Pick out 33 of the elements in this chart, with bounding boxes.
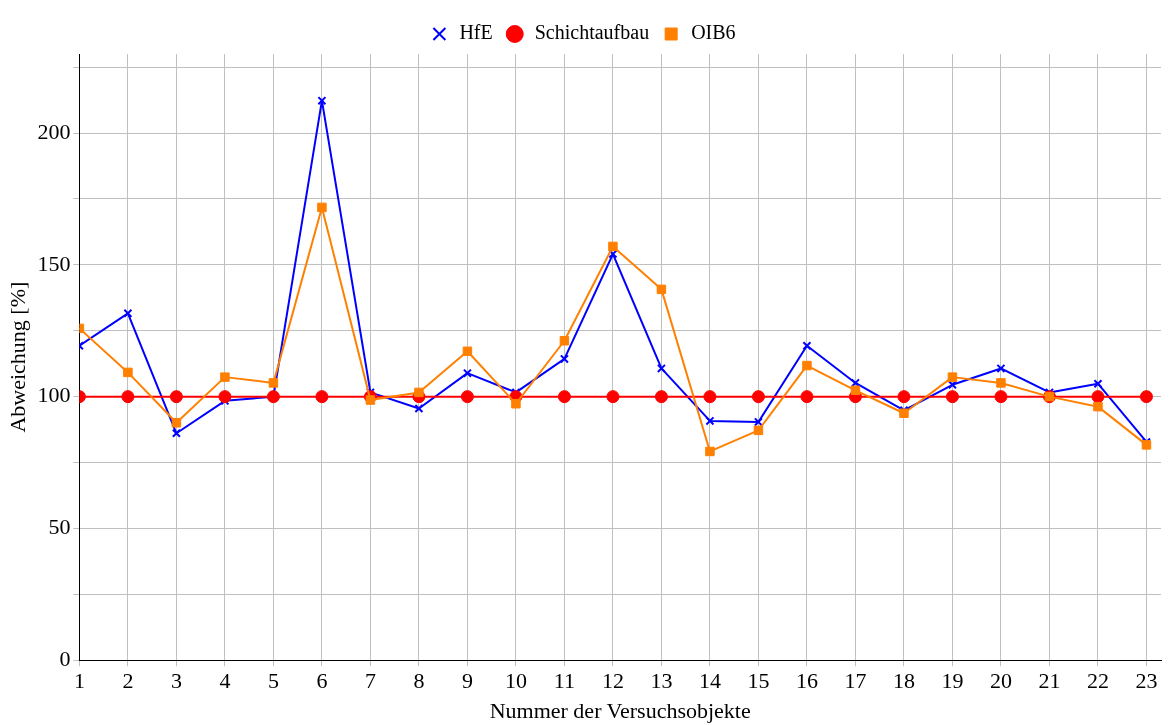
legend-label: Schichtaufbau [534,21,650,44]
x-tick-label: 2 [122,668,134,694]
y-tick-label: 50 [48,514,71,540]
x-tick-label: 7 [364,668,376,694]
y-axis-title: Abweichung [%] [4,281,30,433]
x-axis-title: Nummer der Versuchsobjekte [489,697,751,723]
x-tick-label: 6 [316,668,328,694]
y-tick-label: 100 [37,382,71,408]
x-tick-label: 4 [219,668,231,694]
x-tick-label: 23 [1135,668,1158,694]
x-tick-label: 5 [267,668,279,694]
x-tick-label: 14 [698,668,721,694]
x-tick-label: 9 [461,668,473,694]
x-tick-label: 21 [1038,668,1061,694]
x-tick-label: 8 [413,668,425,694]
x-tick-label: 22 [1086,668,1109,694]
x-tick-label: 17 [844,668,867,694]
x-tick-label: 3 [170,668,182,694]
y-tick-label: 150 [37,250,71,276]
x-tick-label: 1 [73,668,85,694]
x-tick-label: 12 [601,668,624,694]
x-tick-label: 18 [892,668,915,694]
x-tick-label: 19 [941,668,964,694]
x-tick-label: 16 [795,668,818,694]
x-tick-label: 15 [747,668,770,694]
x-tick-label: 20 [989,668,1012,694]
legend-label: OIB6 [691,21,736,44]
x-tick-label: 13 [650,668,673,694]
legend-label: HfE [459,21,493,44]
y-tick-label: 0 [59,645,71,671]
x-tick-label: 10 [504,668,527,694]
y-tick-label: 200 [37,118,71,144]
x-tick-label: 11 [553,668,576,694]
